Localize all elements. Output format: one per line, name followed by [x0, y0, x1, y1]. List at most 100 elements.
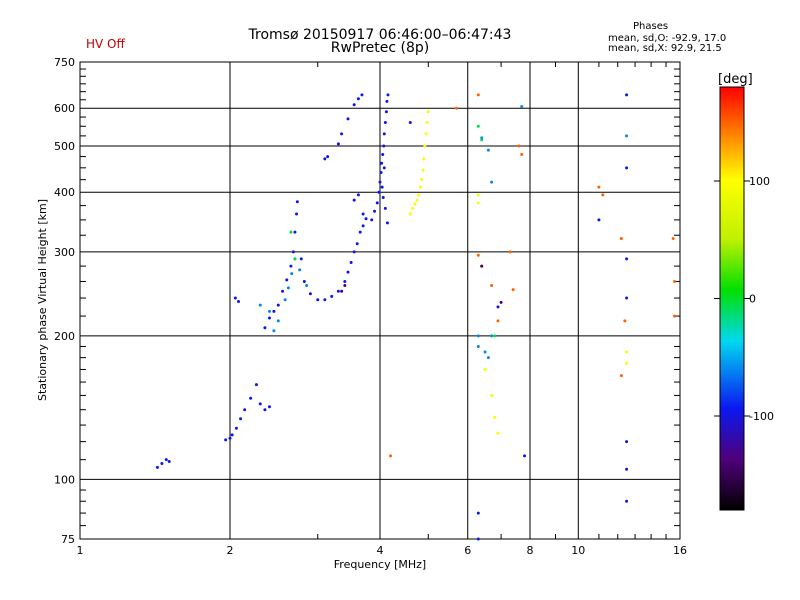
data-point — [418, 185, 422, 189]
data-point — [380, 161, 384, 165]
data-point — [243, 408, 247, 412]
data-point — [236, 300, 240, 304]
data-point — [511, 288, 515, 292]
data-point — [382, 132, 386, 136]
chart-title: Tromsø 20150917 06:46:00–06:47:43 — [248, 27, 512, 43]
data-point — [415, 198, 419, 202]
data-point — [384, 110, 388, 114]
data-point — [155, 465, 159, 469]
data-point — [483, 367, 487, 371]
data-point — [383, 206, 387, 210]
data-point — [520, 105, 524, 109]
x-tick-label: 1 — [77, 544, 84, 557]
data-point — [295, 200, 299, 204]
data-point — [234, 426, 238, 430]
data-point — [625, 499, 629, 503]
data-point — [160, 461, 164, 465]
data-point — [476, 344, 480, 348]
data-point — [385, 99, 389, 103]
data-point — [254, 383, 258, 387]
data-point — [490, 334, 494, 338]
data-point — [483, 350, 487, 354]
data-point — [373, 209, 377, 213]
data-point — [523, 454, 527, 458]
data-point — [619, 374, 623, 378]
data-point — [340, 289, 344, 293]
data-point — [267, 309, 271, 313]
data-point — [673, 314, 677, 318]
data-point — [421, 168, 425, 172]
data-point — [377, 190, 381, 194]
data-point — [346, 270, 350, 274]
data-point — [299, 257, 303, 261]
data-point — [381, 152, 385, 156]
y-tick-label: 400 — [54, 186, 75, 199]
data-point — [625, 440, 629, 444]
x-tick-label: 6 — [464, 544, 471, 557]
y-tick-label: 750 — [54, 56, 75, 69]
data-point — [356, 193, 360, 197]
data-point — [289, 264, 293, 268]
data-point — [601, 193, 605, 197]
data-point — [619, 236, 623, 240]
x-tick-label: 8 — [527, 544, 534, 557]
data-point — [383, 121, 387, 125]
data-point — [298, 268, 302, 272]
data-point — [239, 417, 243, 421]
data-point — [285, 278, 289, 282]
data-point — [293, 230, 297, 234]
data-point — [408, 212, 412, 216]
phase-stats-heading: Phases — [633, 21, 669, 32]
data-point — [425, 121, 429, 125]
data-point — [340, 132, 344, 136]
data-point — [486, 148, 490, 152]
data-point — [476, 253, 480, 257]
data-point — [625, 134, 629, 138]
data-point — [493, 334, 497, 338]
data-point — [520, 152, 524, 156]
x-tick-label: 2 — [227, 544, 234, 557]
data-point — [382, 166, 386, 170]
data-point — [316, 298, 320, 302]
x-axis-label: Frequency [MHz] — [334, 558, 426, 571]
data-point — [623, 319, 627, 323]
data-point — [423, 144, 427, 148]
data-point — [283, 298, 287, 302]
phase-stats-x: mean, sd,X: 92.9, 21.5 — [608, 43, 722, 54]
data-point — [517, 144, 521, 148]
data-point — [358, 230, 362, 234]
data-point — [499, 300, 503, 304]
data-point — [422, 157, 426, 161]
data-point — [490, 283, 494, 287]
x-tick-label: 10 — [571, 544, 585, 557]
data-point — [417, 193, 421, 197]
data-point — [336, 289, 340, 293]
data-point — [286, 286, 290, 290]
data-point — [424, 132, 428, 136]
data-point — [258, 303, 262, 307]
data-point — [476, 537, 480, 541]
data-point — [385, 221, 389, 225]
data-point — [597, 185, 601, 189]
colorbar-tick-label: 100 — [749, 175, 770, 188]
data-point — [378, 180, 382, 184]
data-point — [420, 178, 424, 182]
data-point — [486, 356, 490, 360]
data-point — [476, 93, 480, 97]
data-point — [360, 93, 364, 97]
chart-subtitle: RwPretec (8p) — [330, 40, 430, 56]
data-point — [330, 294, 334, 298]
data-point — [408, 121, 412, 125]
data-point — [426, 110, 430, 114]
data-point — [295, 212, 299, 216]
data-point — [382, 144, 386, 148]
data-point — [263, 326, 267, 330]
y-tick-label: 100 — [54, 473, 75, 486]
data-point — [290, 272, 294, 276]
data-point — [671, 236, 675, 240]
data-point — [476, 193, 480, 197]
hv-status-label: HV Off — [86, 37, 125, 51]
data-point — [323, 157, 327, 161]
data-point — [228, 436, 232, 440]
